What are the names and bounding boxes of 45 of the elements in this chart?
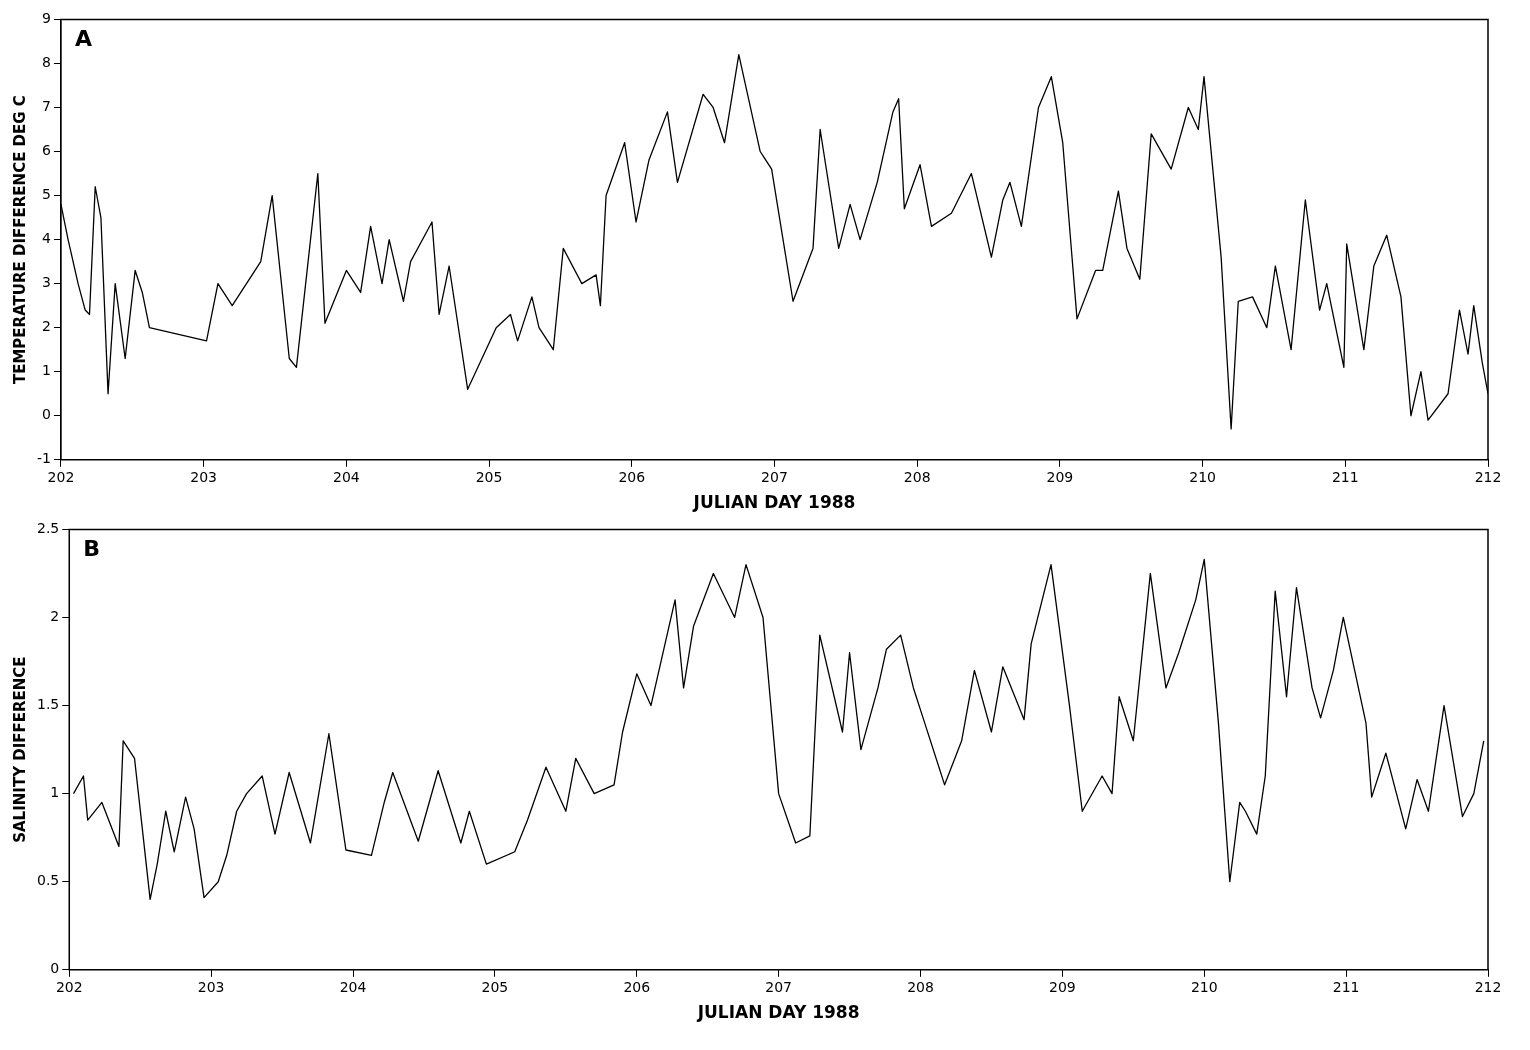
x-tick-label: 207 xyxy=(761,468,788,485)
y-tick-label: 4 xyxy=(42,230,52,247)
y-tick-label: 2 xyxy=(42,318,51,335)
y-tick-label: 1 xyxy=(42,362,51,379)
x-tick-label: 210 xyxy=(1190,978,1218,995)
y-tick-label: 5 xyxy=(42,186,51,203)
x-tick-label: 204 xyxy=(339,978,367,995)
y-axis-title: TEMPERATURE DIFFERENCE DEG C xyxy=(10,95,29,385)
x-tick-label: 212 xyxy=(1474,978,1502,995)
x-tick-label: 205 xyxy=(481,978,509,995)
x-tick-label: 212 xyxy=(1474,468,1502,485)
y-tick-label: 0 xyxy=(50,960,60,977)
y-tick-label: 1.5 xyxy=(37,696,60,713)
x-tick-label: 211 xyxy=(1331,468,1359,485)
x-tick-label: 202 xyxy=(55,978,83,995)
y-tick-label: 2 xyxy=(50,608,60,625)
y-tick-label: 2.5 xyxy=(37,520,60,537)
annotation: B xyxy=(83,536,101,562)
x-axis-title: JULIAN DAY 1988 xyxy=(692,492,856,513)
x-axis-title: JULIAN DAY 1988 xyxy=(696,1002,860,1023)
x-tick-label: 206 xyxy=(623,978,651,995)
x-tick-label: 210 xyxy=(1189,468,1216,485)
x-tick-label: 205 xyxy=(475,468,503,485)
x-tick-label: 208 xyxy=(907,978,934,995)
y-tick-label: 1 xyxy=(50,784,60,801)
y-tick-label: -1 xyxy=(36,450,51,467)
y-axis-title: SALINITY DIFFERENCE xyxy=(10,656,29,843)
annotation: A xyxy=(74,26,92,52)
x-tick-label: 208 xyxy=(903,468,931,485)
x-tick-label: 203 xyxy=(190,468,218,485)
y-tick-label: 7 xyxy=(42,98,51,115)
x-tick-label: 207 xyxy=(765,978,792,995)
y-tick-label: 0 xyxy=(42,406,51,423)
y-tick-label: 6 xyxy=(42,142,52,159)
y-tick-label: 9 xyxy=(42,10,51,27)
x-tick-label: 209 xyxy=(1046,468,1074,485)
y-tick-label: 0.5 xyxy=(37,872,60,889)
x-tick-label: 211 xyxy=(1332,978,1360,995)
x-tick-label: 209 xyxy=(1049,978,1076,995)
x-tick-label: 206 xyxy=(618,468,646,485)
x-tick-label: 203 xyxy=(197,978,225,995)
x-tick-label: 202 xyxy=(47,468,75,485)
y-tick-label: 8 xyxy=(42,54,51,71)
x-tick-label: 204 xyxy=(333,468,360,485)
y-tick-label: 3 xyxy=(42,274,51,291)
